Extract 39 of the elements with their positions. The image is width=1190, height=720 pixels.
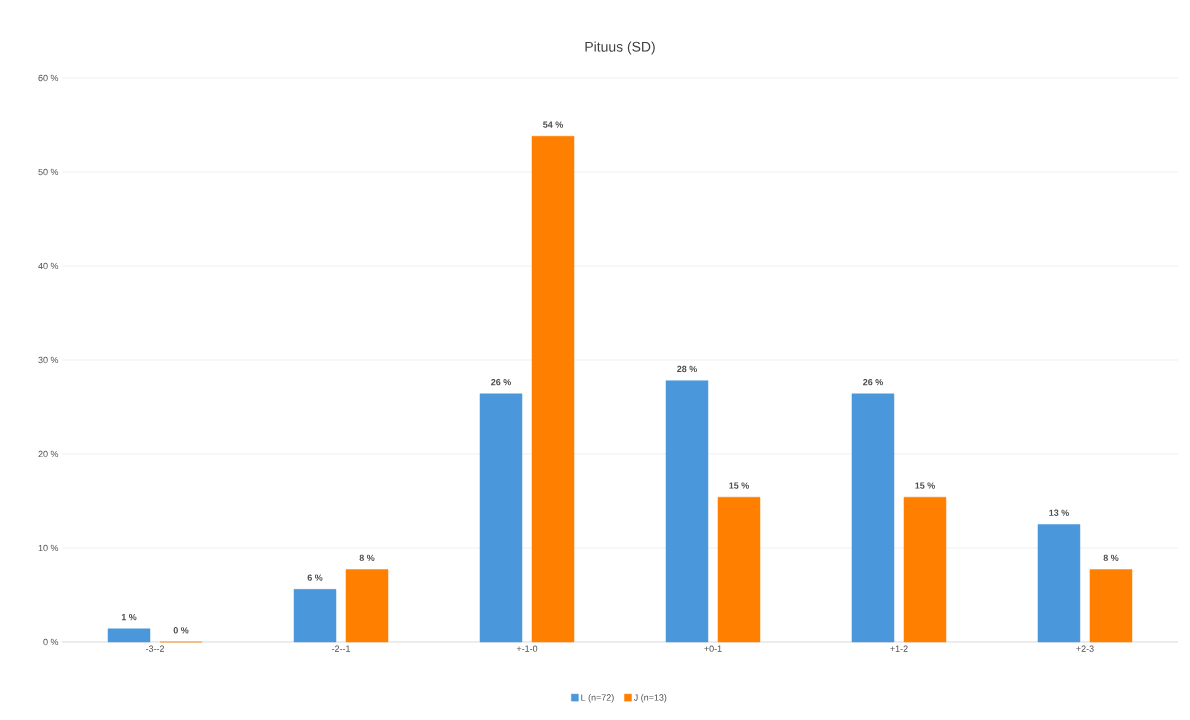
data-label: 8 % — [359, 554, 375, 562]
data-label: 28 % — [677, 365, 697, 373]
data-label: 6 % — [307, 574, 323, 581]
bar — [1037, 524, 1081, 643]
y-tick-label: 30 % — [38, 356, 59, 364]
y-tick-label: 0 % — [43, 638, 59, 646]
data-label: 54 % — [543, 121, 563, 128]
legend-label: J (n=13) — [633, 694, 667, 703]
y-tick-label: 60 % — [38, 74, 59, 82]
bar — [293, 589, 337, 643]
data-label: 15 % — [729, 482, 749, 489]
bar — [851, 393, 895, 643]
data-label: 8 % — [1103, 554, 1119, 562]
data-label: 1 % — [121, 614, 137, 621]
y-tick-label: 40 % — [38, 262, 59, 270]
data-label: 0 % — [173, 627, 189, 634]
y-tick-label: 20 % — [38, 450, 59, 458]
x-tick-label: -2--1 — [331, 645, 351, 652]
x-tick-label: +-1-0 — [516, 645, 538, 652]
bar — [345, 569, 389, 643]
data-label: 26 % — [863, 378, 883, 386]
x-tick-label: -3--2 — [145, 645, 165, 652]
bar — [531, 136, 575, 643]
x-tick-label: +1-2 — [890, 645, 908, 652]
chart-title: Pituus (SD) — [585, 41, 655, 55]
y-tick-label: 50 % — [38, 168, 59, 176]
legend-label: L (n=72) — [581, 694, 614, 703]
data-label: 13 % — [1049, 509, 1069, 516]
y-tick-label: 10 % — [38, 544, 59, 552]
bar — [1089, 569, 1133, 643]
bar — [665, 380, 709, 643]
data-label: 26 % — [491, 378, 511, 386]
data-label: 15 % — [915, 482, 935, 489]
bar — [107, 628, 151, 643]
x-tick-label: +2-3 — [1076, 645, 1094, 652]
bar — [717, 496, 761, 643]
bar — [903, 496, 947, 643]
bar — [479, 393, 523, 643]
x-tick-label: +0-1 — [704, 645, 722, 652]
